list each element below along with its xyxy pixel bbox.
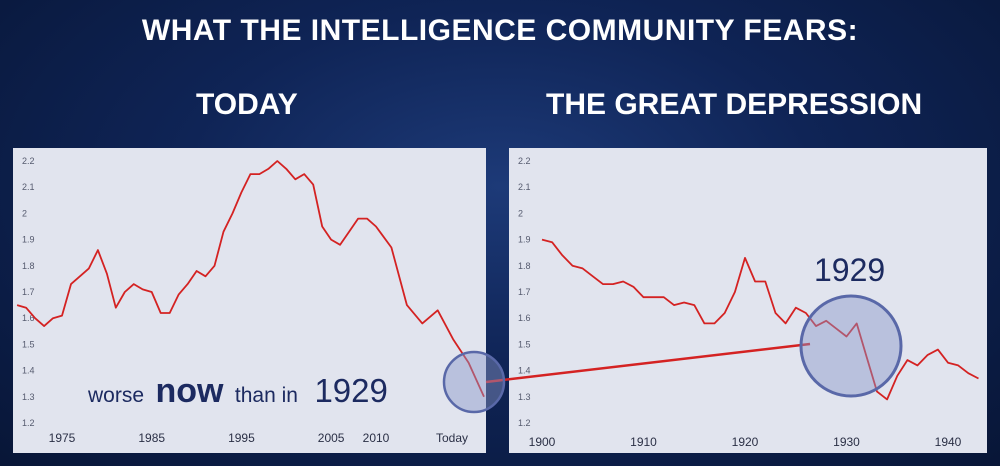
- right-x-tick-label: 1920: [732, 435, 759, 449]
- left-x-tick-label: 2010: [363, 431, 390, 445]
- highlight-circle-today: [442, 350, 506, 414]
- right-y-tick-label: 1.8: [518, 261, 531, 271]
- panel-heading-great-depression: THE GREAT DEPRESSION: [546, 88, 923, 121]
- annotation-now-word: now: [155, 372, 224, 410]
- left-y-tick-label: 2.2: [22, 156, 35, 166]
- right-y-tick-label: 1.6: [518, 313, 531, 323]
- left-x-tick-label: 1995: [228, 431, 255, 445]
- chart-panel-today: [13, 148, 486, 453]
- left-x-tick-label: 1975: [49, 431, 76, 445]
- chart-panel-great-depression: [509, 148, 987, 453]
- right-y-tick-label: 1.7: [518, 287, 531, 297]
- connector-line: [485, 342, 811, 384]
- left-y-tick-label: 1.8: [22, 261, 35, 271]
- right-y-tick-label: 1.5: [518, 339, 531, 349]
- left-y-tick-label: 2: [22, 208, 27, 218]
- annotation-worse-word: worse: [87, 384, 144, 407]
- right-y-tick-label: 2: [518, 208, 523, 218]
- highlight-circle-1929: [799, 294, 903, 398]
- left-series-line: [16, 160, 485, 398]
- annotation-than-in: than in: [235, 384, 298, 407]
- right-x-tick-label: 1930: [833, 435, 860, 449]
- right-y-tick-label: 2.2: [518, 156, 531, 166]
- left-y-tick-label: 1.9: [22, 235, 35, 245]
- left-y-tick-label: 2.1: [22, 182, 35, 192]
- left-x-tick-label: 2005: [318, 431, 345, 445]
- left-x-tick-label: 1985: [138, 431, 165, 445]
- left-y-tick-label: 1.3: [22, 392, 35, 402]
- main-title: WHAT THE INTELLIGENCE COMMUNITY FEARS:: [141, 14, 859, 47]
- left-y-tick-label: 1.7: [22, 287, 35, 297]
- right-y-tick-label: 1.2: [518, 418, 531, 428]
- left-y-tick-label: 1.6: [22, 313, 35, 323]
- left-y-tick-label: 1.2: [22, 418, 35, 428]
- left-x-tick-label: Today: [436, 431, 468, 445]
- right-x-tick-label: 1900: [529, 435, 556, 449]
- right-series-line: [541, 238, 979, 401]
- annotation-left-year: 1929: [314, 372, 387, 409]
- left-y-tick-label: 1.5: [22, 339, 35, 349]
- left-y-tick-label: 1.4: [22, 366, 35, 376]
- right-x-tick-label: 1940: [935, 435, 962, 449]
- right-x-tick-label: 1910: [630, 435, 657, 449]
- panel-heading-today: TODAY: [196, 88, 298, 121]
- right-y-tick-label: 1.3: [518, 392, 531, 402]
- annotation-worse-now: worse now than in 1929: [87, 372, 388, 410]
- annotation-right-year: 1929: [814, 252, 885, 288]
- right-y-tick-label: 1.4: [518, 366, 531, 376]
- right-y-tick-label: 2.1: [518, 182, 531, 192]
- right-y-tick-label: 1.9: [518, 235, 531, 245]
